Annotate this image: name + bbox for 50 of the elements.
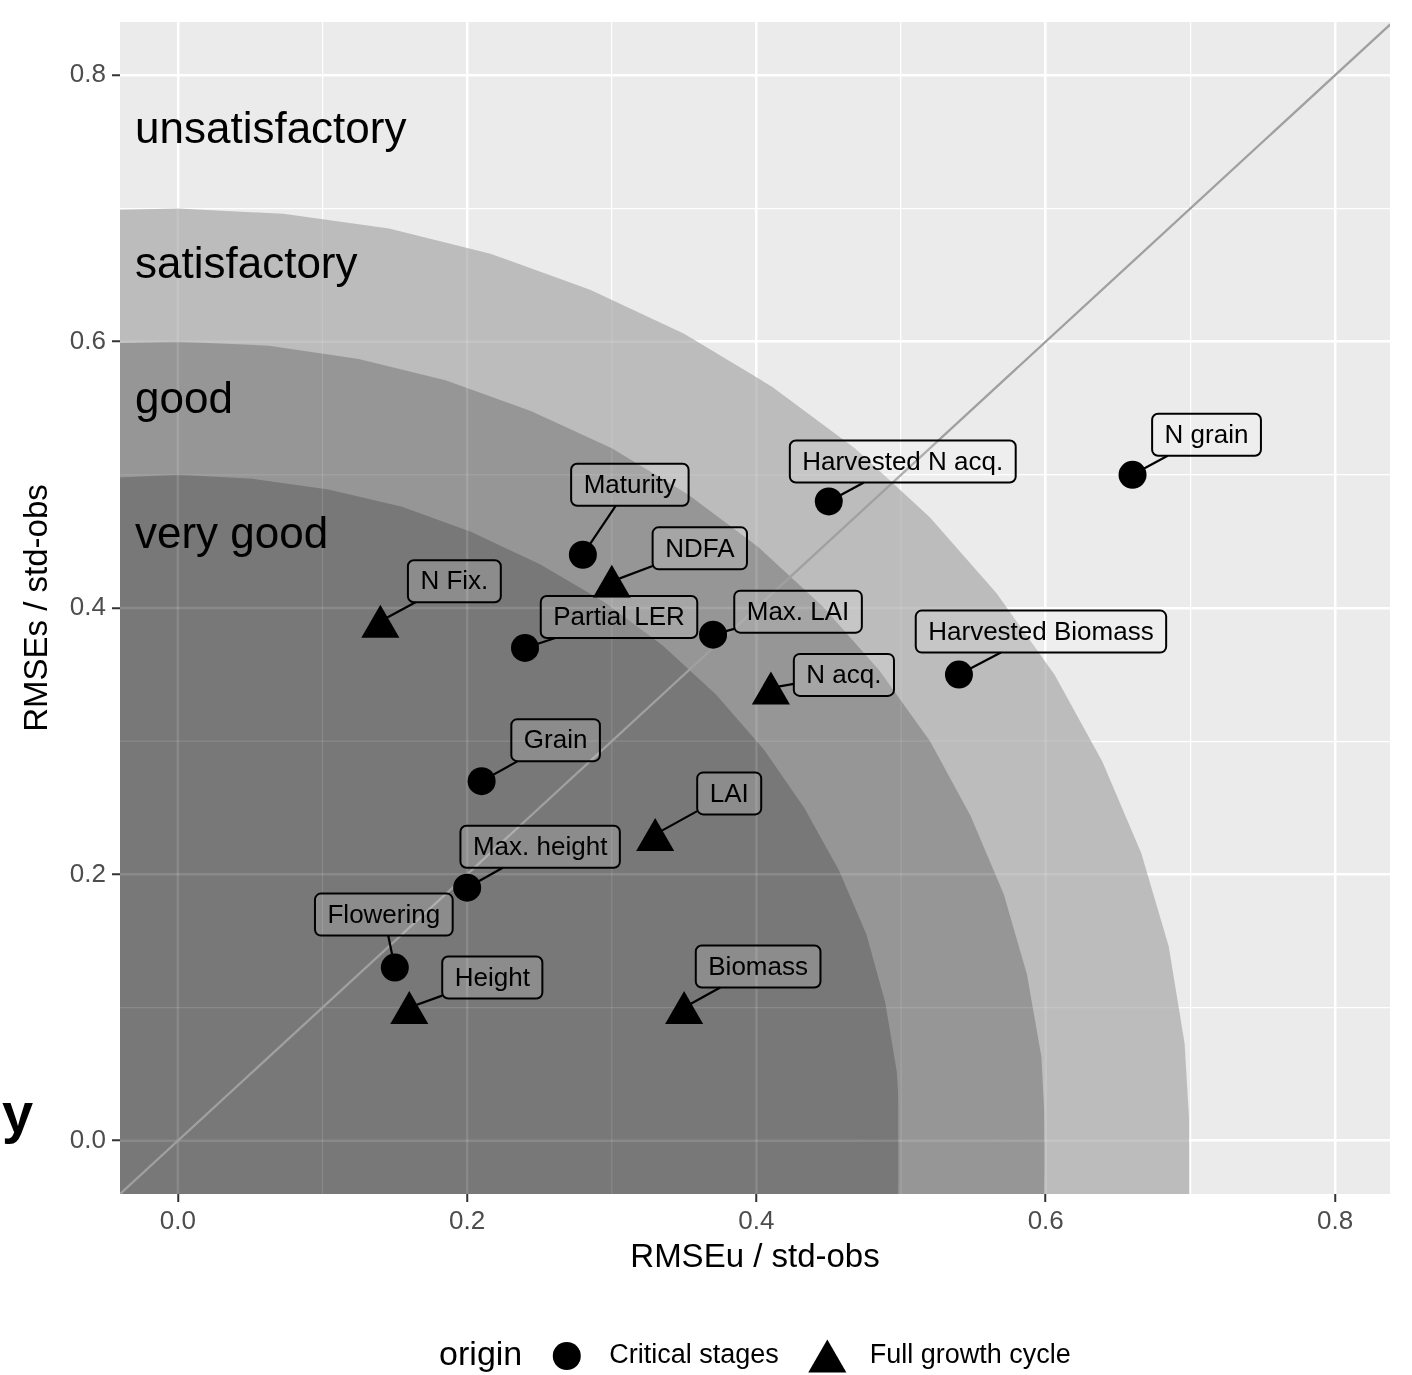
x-tick-label: 0.0: [159, 1204, 196, 1235]
point: [511, 633, 540, 662]
point: [568, 540, 597, 569]
annotation: satisfactory: [135, 238, 358, 288]
point: [1118, 460, 1147, 489]
point: [390, 991, 429, 1025]
point: [467, 767, 496, 796]
point: [944, 660, 973, 689]
annotation: Flowering: [327, 898, 441, 929]
annotation: N Fix.: [420, 565, 489, 596]
point: [636, 817, 675, 851]
x-tick-label: 0.8: [1316, 1204, 1354, 1235]
y-axis-title: RMSEs / std-obs: [16, 484, 54, 732]
annotation: good: [135, 373, 233, 423]
annotation: Biomass: [708, 950, 808, 981]
annotation: unsatisfactory: [135, 103, 407, 153]
y-tick-label: 0.6: [69, 324, 106, 355]
annotation: LAI: [709, 777, 749, 808]
annotation: Partial LER: [553, 601, 685, 632]
x-tick-label: 0.2: [449, 1204, 486, 1235]
x-tick-label: 0.4: [738, 1204, 775, 1235]
annotation: NDFA: [665, 532, 736, 563]
y-tick-label: 0.8: [69, 58, 106, 89]
annotation: Max. height: [472, 830, 609, 861]
y-tick-label: 0.4: [69, 591, 106, 622]
y-tick-label: 0.2: [69, 857, 106, 888]
point: [751, 671, 790, 705]
point: [453, 873, 482, 902]
annotation: Harvested N acq.: [802, 445, 1004, 476]
point: [814, 487, 843, 516]
point: [380, 953, 409, 982]
y-tick-label: 0.0: [69, 1123, 106, 1154]
x-tick-label: 0.6: [1027, 1204, 1064, 1235]
annotation: N acq.: [806, 659, 882, 690]
annotation: Max. LAI: [746, 595, 850, 626]
legend-label: Critical stages: [609, 1339, 779, 1370]
point: [665, 991, 704, 1025]
point: [592, 564, 631, 598]
legend-title: origin: [439, 1334, 523, 1373]
point: [699, 620, 728, 649]
annotation: Maturity: [583, 468, 677, 499]
point: [361, 604, 400, 638]
annotation: Height: [454, 961, 531, 992]
text: y: [2, 1081, 34, 1144]
legend-label: Full growth cycle: [869, 1339, 1071, 1370]
annotation: N grain: [1164, 418, 1249, 449]
annotation: Harvested Biomass: [928, 615, 1154, 646]
annotation: Grain: [523, 724, 588, 755]
x-axis-title: RMSEu / std-obs: [630, 1237, 880, 1275]
annotation: very good: [135, 508, 329, 558]
